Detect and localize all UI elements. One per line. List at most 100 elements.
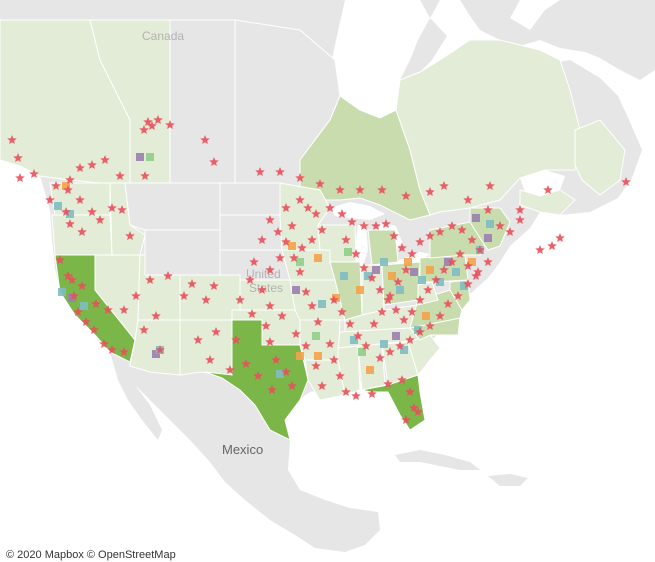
star-marker[interactable] (257, 235, 267, 244)
star-marker[interactable] (107, 345, 117, 354)
square-marker[interactable] (66, 210, 74, 218)
star-marker[interactable] (483, 205, 493, 214)
star-marker[interactable] (211, 327, 221, 336)
star-marker[interactable] (65, 219, 75, 228)
star-marker[interactable] (413, 407, 423, 416)
star-marker[interactable] (193, 335, 203, 344)
star-marker[interactable] (155, 345, 165, 354)
star-marker[interactable] (100, 155, 110, 164)
star-marker[interactable] (77, 281, 87, 290)
star-marker[interactable] (75, 163, 85, 172)
star-marker[interactable] (245, 275, 255, 284)
star-marker[interactable] (375, 285, 385, 294)
square-marker[interactable] (54, 202, 62, 210)
star-marker[interactable] (389, 231, 399, 240)
square-marker[interactable] (332, 294, 340, 302)
square-marker[interactable] (358, 348, 366, 356)
star-marker[interactable] (257, 285, 267, 294)
square-marker[interactable] (318, 300, 326, 308)
star-marker[interactable] (107, 203, 117, 212)
star-marker[interactable] (307, 301, 317, 310)
star-marker[interactable] (125, 231, 135, 240)
square-marker[interactable] (400, 346, 408, 354)
star-marker[interactable] (145, 275, 155, 284)
square-marker[interactable] (452, 268, 460, 276)
square-marker[interactable] (396, 286, 404, 294)
star-marker[interactable] (187, 279, 197, 288)
star-marker[interactable] (377, 307, 387, 316)
star-marker[interactable] (81, 317, 91, 326)
square-marker[interactable] (296, 258, 304, 266)
square-marker[interactable] (276, 370, 284, 378)
star-marker[interactable] (369, 319, 379, 328)
square-marker[interactable] (392, 332, 400, 340)
star-marker[interactable] (401, 191, 411, 200)
square-marker[interactable] (380, 258, 388, 266)
star-marker[interactable] (13, 153, 23, 162)
star-marker[interactable] (295, 195, 305, 204)
star-marker[interactable] (405, 335, 415, 344)
square-marker[interactable] (364, 272, 372, 280)
star-marker[interactable] (277, 311, 287, 320)
star-marker[interactable] (317, 381, 327, 390)
star-marker[interactable] (395, 341, 405, 350)
star-marker[interactable] (313, 317, 323, 326)
star-marker[interactable] (435, 227, 445, 236)
star-marker[interactable] (495, 221, 505, 230)
star-marker[interactable] (139, 325, 149, 334)
square-marker[interactable] (350, 336, 358, 344)
star-marker[interactable] (151, 311, 161, 320)
star-marker[interactable] (463, 279, 473, 288)
square-marker[interactable] (356, 286, 364, 294)
square-marker[interactable] (366, 366, 374, 374)
star-marker[interactable] (409, 403, 419, 412)
star-marker[interactable] (61, 207, 71, 216)
star-marker[interactable] (355, 185, 365, 194)
square-marker[interactable] (146, 153, 154, 161)
star-marker[interactable] (415, 237, 425, 246)
star-marker[interactable] (371, 221, 381, 230)
square-marker[interactable] (380, 340, 388, 348)
marker-layer[interactable] (7, 115, 631, 424)
star-marker[interactable] (361, 341, 371, 350)
star-marker[interactable] (311, 361, 321, 370)
star-marker[interactable] (457, 225, 467, 234)
star-marker[interactable] (7, 135, 17, 144)
square-marker[interactable] (296, 352, 304, 360)
star-marker[interactable] (281, 367, 291, 376)
star-marker[interactable] (407, 249, 417, 258)
star-marker[interactable] (353, 331, 363, 340)
star-marker[interactable] (91, 299, 101, 308)
star-marker[interactable] (77, 227, 87, 236)
star-marker[interactable] (140, 171, 150, 180)
star-marker[interactable] (139, 125, 149, 134)
star-marker[interactable] (473, 267, 483, 276)
square-marker[interactable] (340, 272, 348, 280)
star-marker[interactable] (337, 209, 347, 218)
star-marker[interactable] (401, 265, 411, 274)
star-marker[interactable] (341, 387, 351, 396)
star-marker[interactable] (475, 245, 485, 254)
star-marker[interactable] (377, 185, 387, 194)
square-marker[interactable] (484, 234, 492, 242)
star-marker[interactable] (555, 233, 565, 242)
square-marker[interactable] (288, 242, 296, 250)
star-marker[interactable] (15, 173, 25, 182)
star-marker[interactable] (179, 291, 189, 300)
star-marker[interactable] (341, 235, 351, 244)
star-marker[interactable] (225, 365, 235, 374)
star-marker[interactable] (75, 195, 85, 204)
square-marker[interactable] (426, 266, 434, 274)
star-marker[interactable] (103, 305, 113, 314)
star-marker[interactable] (249, 257, 259, 266)
star-marker[interactable] (273, 227, 283, 236)
star-marker[interactable] (209, 157, 219, 166)
star-marker[interactable] (351, 391, 361, 400)
star-marker[interactable] (69, 291, 79, 300)
square-marker[interactable] (314, 254, 322, 262)
star-marker[interactable] (65, 175, 75, 184)
square-marker[interactable] (344, 248, 352, 256)
star-marker[interactable] (391, 305, 401, 314)
square-marker[interactable] (414, 326, 422, 334)
square-marker[interactable] (468, 258, 476, 266)
